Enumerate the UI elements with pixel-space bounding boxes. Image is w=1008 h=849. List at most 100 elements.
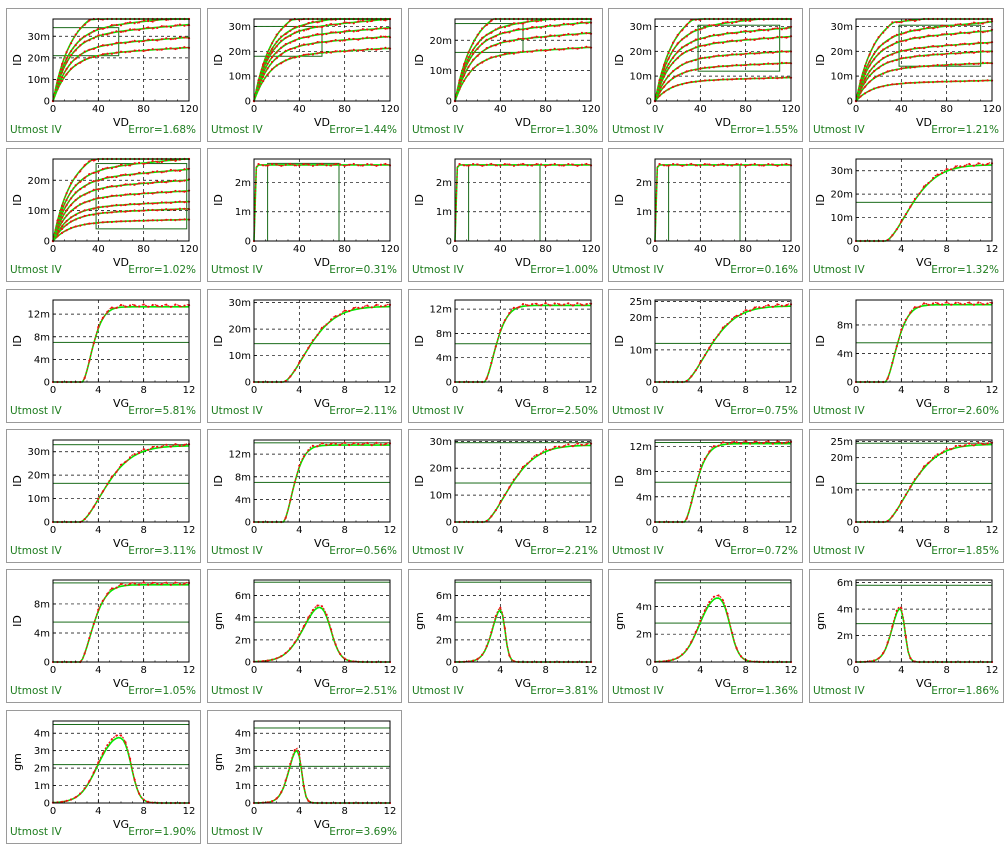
simulated-point [119,204,123,207]
simulated-point [717,24,720,27]
simulated-point [950,63,953,66]
simulated-point [160,25,163,28]
simulated-point [284,36,287,39]
simulated-point [521,37,525,40]
simulated-point [762,29,765,32]
x-tick-label: 40 [694,244,707,255]
simulated-point [526,27,529,31]
x-tick-label: 8 [742,665,748,676]
simulated-point [316,52,319,55]
x-tick-label: 40 [895,104,908,115]
simulated-point [370,19,373,23]
simulated-point [138,209,141,212]
y-tick-label: 0 [44,658,50,669]
measured-series-line [654,76,792,102]
simulated-point [672,163,675,166]
simulated-point [147,38,150,41]
chart-panel: 0 40 80 120 0 1m 2m VD ID Utmost IV Error=0.31% [207,148,402,282]
simulated-point [900,220,903,223]
simulated-point [735,53,738,56]
simulated-point [92,222,95,225]
simulated-point [731,631,734,634]
tool-label: Utmost IV [211,685,263,697]
simulated-point [174,219,177,222]
simulated-point [494,345,497,348]
simulated-point [945,52,948,55]
simulated-point [339,39,342,42]
simulated-point [147,26,150,29]
simulated-point [262,80,265,83]
simulated-point [463,79,466,82]
simulated-point [325,164,328,167]
simulated-point [88,19,91,22]
simulated-point [685,648,688,651]
y-tick-label: 8m [34,599,50,610]
x-tick-label: 0 [50,806,56,817]
simulated-point [785,61,788,65]
simulated-point [972,21,975,24]
simulated-point [753,162,756,166]
simulated-point [954,44,957,47]
simulated-point [731,21,734,25]
simulated-point [658,163,661,166]
tool-label: Utmost IV [10,826,62,838]
x-tick-label: 40 [293,104,306,115]
simulated-point [298,36,301,40]
simulated-point [909,485,912,488]
simulated-point [65,57,68,60]
y-tick-label: 4m [235,613,251,624]
simulated-point [266,51,269,55]
x-tick-label: 120 [380,244,399,255]
simulated-point [138,182,141,185]
simulated-point [88,222,91,225]
simulated-point [302,785,305,788]
simulated-point [370,306,373,309]
measured-series-line [52,208,189,242]
simulated-point [922,47,926,50]
simulated-point [481,164,484,167]
simulated-point [169,305,172,308]
simulated-point [366,28,369,31]
fit-region-box [668,164,741,242]
simulated-point [165,218,168,221]
simulated-point [503,26,506,29]
simulated-point [968,23,971,26]
simulated-point [963,303,966,306]
simulated-series-line [253,163,391,242]
simulated-point [481,36,484,39]
simulated-point [558,303,561,306]
y-tick-label: 0 [446,378,452,389]
simulated-point [721,65,725,68]
simulated-point [289,29,292,32]
simulated-point [963,80,966,83]
plot-frame [253,299,391,383]
simulated-point [115,23,118,27]
x-tick-label: 0 [50,104,56,115]
simulated-point [129,757,132,760]
simulated-point [293,39,296,42]
simulated-point [767,37,770,40]
x-tick-label: 4 [497,665,503,676]
simulated-point [183,201,186,204]
simulated-point [922,36,926,39]
simulated-point [762,306,765,309]
x-tick-label: 8 [341,525,347,536]
simulated-point [490,631,493,634]
simulated-point [744,52,747,55]
simulated-point [744,38,747,41]
simulated-point [512,39,515,42]
simulated-point [83,787,86,790]
y-tick-label: 30m [229,298,251,309]
error-label: Error=1.90% [128,826,196,838]
x-tick-label: 80 [338,244,351,255]
simulated-point [97,34,100,37]
simulated-point [676,84,679,87]
simulated-point [174,200,177,204]
simulated-point [508,52,511,55]
x-tick-label: 12 [384,806,397,817]
